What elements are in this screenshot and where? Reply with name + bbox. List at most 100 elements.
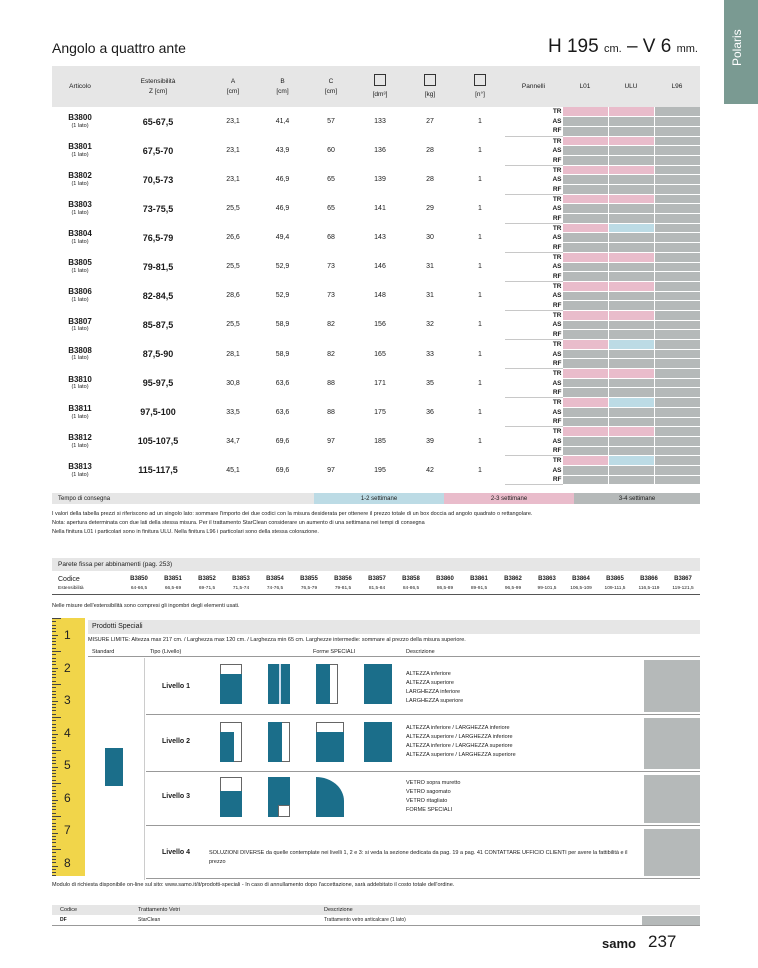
level-price-cell <box>644 660 700 712</box>
fixed-code: B3856 <box>334 576 352 582</box>
fixed-code: B3854 <box>266 576 284 582</box>
ruler-tick <box>52 710 56 712</box>
col-pieces: [n°] <box>455 66 505 107</box>
treat-desc: Trattamento vetro anticalcare (1 lato) <box>324 917 406 923</box>
product-vol: 146 <box>374 263 386 271</box>
finish-label: AS <box>552 437 562 445</box>
price-cell-l96 <box>653 446 700 457</box>
weight-icon <box>424 73 436 86</box>
height-value: H 195 <box>547 36 599 57</box>
product-vol: 143 <box>374 234 386 242</box>
price-table: Articolo Estensibilità Z [cm] A [cm] B [cm]… <box>52 66 700 486</box>
fixed-extension: 116,5-119 <box>632 584 666 595</box>
ruler-tick <box>52 637 56 639</box>
table-header: Articolo Estensibilità Z [cm] A [cm] B [cm]… <box>52 66 700 107</box>
col-weight: [kg] <box>405 66 455 107</box>
fixed-code: B3865 <box>606 576 624 582</box>
finish-label: RF <box>505 387 562 399</box>
ruler-tick <box>52 644 56 646</box>
ruler-tick <box>52 684 61 685</box>
fixed-code: B3858 <box>402 576 420 582</box>
product-code: B3803 (1 lato) <box>68 200 92 217</box>
price-cell-ulu <box>607 358 654 370</box>
price-cell-l96 <box>653 417 700 428</box>
ruler-tick <box>52 806 56 808</box>
price-cell-l96 <box>653 232 700 244</box>
shape-higher-height-higher-width <box>364 722 392 762</box>
price-cell-ulu <box>607 455 654 466</box>
table-row: RF <box>52 329 700 340</box>
product-a: 23,1 <box>226 118 240 126</box>
price-cell-l96 <box>653 397 700 408</box>
product-a: 28,1 <box>226 350 240 358</box>
price-cell-l01 <box>561 397 608 408</box>
product-extension: 85-87,5 <box>142 319 174 330</box>
fixed-code: B3861 <box>470 576 488 582</box>
table-row: AS <box>52 203 700 215</box>
product-extension: 82-84,5 <box>142 290 174 301</box>
finish-label: TR <box>552 312 562 320</box>
table-row: AS <box>52 262 700 273</box>
finish-label: AS <box>552 350 562 358</box>
shape-shaped-glass <box>268 777 290 817</box>
product-kg: 39 <box>426 437 434 445</box>
product-c: 88 <box>327 408 335 416</box>
price-cell-l01 <box>561 262 608 273</box>
fixed-extension: 86,5-89 <box>428 584 462 595</box>
price-cell-l01 <box>561 116 608 127</box>
fixed-extension: 84-86,5 <box>394 584 428 595</box>
price-cell-l01 <box>561 145 608 156</box>
product-extension: 65-67,5 <box>142 116 174 127</box>
price-cell-l01 <box>561 475 608 486</box>
page-title: Angolo a quattro ante <box>52 40 186 56</box>
treatment-row: DF StarClean Trattamento vetro anticalca… <box>52 915 700 926</box>
fixed-code: B3852 <box>198 576 216 582</box>
price-cell-l96 <box>653 387 700 399</box>
product-a: 25,5 <box>226 263 240 271</box>
finish-label: TR <box>552 341 562 349</box>
price-cell-l96 <box>653 349 700 360</box>
fixed-extension: 64-66,5 <box>122 584 156 595</box>
ruler-tick <box>52 647 56 649</box>
ruler-tick <box>52 763 56 765</box>
ruler-tick <box>52 651 61 652</box>
table-row: AS <box>52 407 700 418</box>
price-cell-l01 <box>561 232 608 244</box>
price-cell-ulu <box>607 300 654 311</box>
note-line: I valori della tabella prezzi si riferis… <box>52 511 533 517</box>
price-cell-ulu <box>607 378 654 389</box>
price-cell-ulu <box>607 426 654 437</box>
col-ulu: ULU <box>608 66 654 107</box>
ruler-tick <box>52 703 56 705</box>
level-name: Livello 1 <box>162 683 191 690</box>
ruler-tick <box>52 746 56 748</box>
price-cell-ulu <box>607 184 654 195</box>
price-cell-l01 <box>561 107 608 118</box>
section-tab-label: Polaris <box>730 29 744 66</box>
treat-price-cell <box>642 916 700 925</box>
finish-label: AS <box>552 205 562 213</box>
finish-label: AS <box>552 147 562 155</box>
price-cell-l01 <box>561 407 608 418</box>
price-cell-ulu <box>607 465 654 476</box>
ruler-tick <box>52 759 56 761</box>
fixed-code: B3866 <box>640 576 658 582</box>
spec-dash: – <box>621 36 643 57</box>
finish-label: RF <box>505 213 562 224</box>
finish-label: AS <box>552 263 562 271</box>
ruler-tick <box>52 753 56 755</box>
product-a: 23,1 <box>226 176 240 184</box>
price-cell-ulu <box>607 213 654 224</box>
finish-label: AS <box>552 466 562 474</box>
fixed-ext-label: Estensibilità <box>52 584 122 595</box>
finish-label: RF <box>505 126 562 137</box>
product-kg: 32 <box>426 321 434 329</box>
fixed-code: B3862 <box>504 576 522 582</box>
col-l96: L96 <box>654 66 700 107</box>
finish-label: AS <box>552 234 562 242</box>
shape-lower-height-higher-width <box>316 722 344 762</box>
price-cell-ulu <box>607 397 654 408</box>
finish-label: RF <box>505 155 562 166</box>
table-row: RF <box>52 300 700 311</box>
product-c: 57 <box>327 118 335 126</box>
